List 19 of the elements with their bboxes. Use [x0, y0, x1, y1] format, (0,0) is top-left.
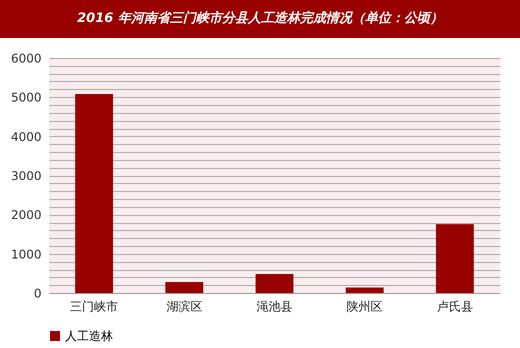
y-tick-label: 0 — [34, 286, 42, 300]
bar — [75, 94, 114, 293]
bar — [256, 274, 294, 293]
bar — [346, 288, 384, 293]
x-tick-label: 陕州区 — [346, 300, 383, 314]
y-tick-label: 5000 — [10, 90, 42, 105]
y-tick-label: 2000 — [10, 208, 42, 222]
y-tick-label: 4000 — [10, 130, 42, 144]
bar — [165, 282, 204, 293]
chart-title: 2016 年河南省三门峡市分县人工造林完成情况（单位：公顷） — [0, 0, 520, 38]
x-tick-label: 卢氏县 — [436, 300, 473, 314]
x-tick-label: 渑池县 — [256, 300, 292, 314]
legend-label: 人工造林 — [65, 329, 113, 343]
y-tick-label: 6000 — [10, 52, 42, 66]
x-tick-label: 湖滨区 — [166, 300, 202, 314]
y-tick-label: 3000 — [10, 169, 42, 183]
x-tick-label: 三门峡市 — [70, 300, 118, 314]
bar — [436, 224, 474, 293]
y-tick-label: 1000 — [10, 247, 42, 262]
